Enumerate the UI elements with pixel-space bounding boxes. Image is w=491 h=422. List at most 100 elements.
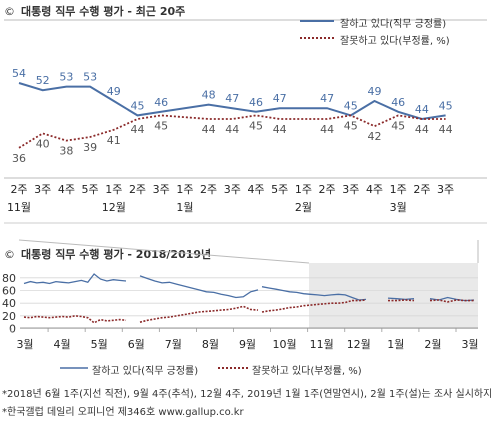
chart2-legend-positive: 잘하고 있다(직무 긍정률) [92, 362, 198, 377]
negative-data-label: 39 [83, 141, 97, 154]
footnote-2: *한국갤럽 데일리 오피니언 제346호 www.gallup.co.kr [2, 407, 244, 418]
x-week-label: 4주 [366, 183, 383, 196]
negative-series-line [18, 114, 446, 149]
x-month-label: 6월 [128, 338, 145, 351]
x-week-label: 4주 [58, 183, 75, 196]
legend-negative-label: 잘못하고 있다(부정률, %) [252, 366, 362, 377]
chart1-title-text: 대통령 직무 수행 평가 - 최근 20주 [21, 5, 186, 18]
positive-data-label: 49 [368, 85, 382, 98]
positive-data-label: 46 [154, 96, 168, 109]
positive-data-label: 45 [344, 99, 358, 112]
negative-data-label: 44 [202, 123, 216, 136]
x-week-label: 1주 [105, 183, 122, 196]
negative-data-label: 45 [344, 119, 358, 132]
x-week-label: 2주 [129, 183, 146, 196]
negative-data-label: 36 [12, 152, 26, 165]
x-month-label: 5월 [91, 338, 108, 351]
positive-series-segment [23, 273, 127, 285]
y-tick-label: 60 [2, 285, 16, 298]
negative-data-label: 44 [439, 123, 453, 136]
x-week-label: 3주 [437, 183, 454, 196]
x-week-label: 3주 [224, 183, 241, 196]
x-month-label: 12월 [102, 201, 126, 214]
legend-positive-label: 잘하고 있다(직무 긍정률) [340, 19, 447, 30]
positive-data-label: 47 [273, 92, 287, 105]
x-week-label: 5주 [82, 183, 99, 196]
chart1-legend-negative: 잘못하고 있다(부정률, %) [340, 32, 450, 47]
negative-data-label: 42 [368, 130, 382, 143]
positive-series-segment [261, 286, 367, 301]
positive-data-label: 48 [202, 89, 216, 102]
negative-data-label: 44 [320, 123, 334, 136]
positive-series-segment [387, 297, 415, 301]
x-month-label: 2월 [295, 201, 312, 214]
positive-data-label: 53 [83, 71, 97, 84]
title-mark: © [4, 5, 15, 18]
positive-data-label: 47 [225, 92, 239, 105]
title-mark: © [4, 248, 15, 261]
negative-data-label: 40 [36, 137, 50, 150]
negative-series-segment [261, 299, 367, 313]
x-month-label: 9월 [239, 338, 256, 351]
x-week-label: 2주 [413, 183, 430, 196]
x-month-label: 3월 [16, 338, 33, 351]
chart1-title: © 대통령 직무 수행 평가 - 최근 20주 [4, 3, 185, 19]
x-month-label: 10월 [273, 338, 297, 351]
negative-data-label: 44 [225, 123, 239, 136]
positive-data-label: 45 [131, 99, 145, 112]
x-week-label: 1주 [390, 183, 407, 196]
chart1-legend-positive: 잘하고 있다(직무 긍정률) [340, 15, 446, 30]
positive-data-label: 46 [249, 96, 263, 109]
positive-data-label: 45 [439, 99, 453, 112]
negative-data-label: 44 [415, 123, 429, 136]
negative-series-segment [23, 314, 127, 324]
legend-positive-label: 잘하고 있다(직무 긍정률) [92, 366, 199, 377]
positive-data-label: 52 [36, 74, 50, 87]
x-month-label: 12월 [347, 338, 371, 351]
positive-series-line [18, 82, 446, 121]
negative-data-label: 45 [391, 119, 405, 132]
x-week-label: 2주 [319, 183, 336, 196]
x-month-label: 7월 [165, 338, 182, 351]
x-week-label: 3주 [34, 183, 51, 196]
y-tick-label: 0 [9, 323, 16, 336]
y-tick-label: 20 [2, 310, 16, 323]
x-week-label: 5주 [271, 183, 288, 196]
x-week-label: 2주 [10, 183, 27, 196]
positive-data-label: 53 [59, 71, 73, 84]
negative-data-label: 45 [154, 119, 168, 132]
chart2-legend-negative: 잘못하고 있다(부정률, %) [252, 362, 362, 377]
x-month-label: 8월 [202, 338, 219, 351]
chart1-plot: 54 52 53 53 49 45 46 48 47 46 47 47 45 49 46 44 45 36 40 38… [4, 19, 487, 224]
x-month-label: 3월 [390, 201, 407, 214]
negative-data-label: 45 [249, 119, 263, 132]
negative-data-label: 44 [273, 123, 287, 136]
negative-series-segment [429, 299, 474, 303]
positive-data-label: 44 [415, 103, 429, 116]
x-month-label: 11월 [310, 338, 334, 351]
positive-data-label: 54 [12, 67, 26, 80]
zoom-guide-left [18, 239, 310, 264]
recent-20-weeks-highlight [309, 263, 478, 329]
negative-series-segment [388, 299, 415, 302]
x-week-label: 1주 [176, 183, 193, 196]
negative-series-segment [139, 305, 259, 323]
x-week-label: 3주 [153, 183, 170, 196]
x-month-label: 2월 [424, 338, 441, 351]
x-month-label: 4월 [54, 338, 71, 351]
x-month-label: 11월 [7, 201, 31, 214]
y-tick-label: 40 [2, 297, 16, 310]
y-tick-label: 80 [2, 272, 16, 285]
positive-data-label: 49 [107, 85, 121, 98]
positive-data-label: 47 [320, 92, 334, 105]
positive-data-label: 46 [391, 96, 405, 109]
legend-negative-label: 잘못하고 있다(부정률, %) [340, 36, 450, 47]
x-month-label: 1월 [176, 201, 193, 214]
x-week-label: 2주 [200, 183, 217, 196]
negative-data-label: 41 [107, 134, 121, 147]
x-month-label: 1월 [387, 338, 404, 351]
x-month-label: 3월 [461, 338, 478, 351]
footnote-1: *2018년 6월 1주(지선 직전), 9월 4주(추석), 12월 4주, … [2, 389, 491, 400]
x-week-label: 3주 [342, 183, 359, 196]
